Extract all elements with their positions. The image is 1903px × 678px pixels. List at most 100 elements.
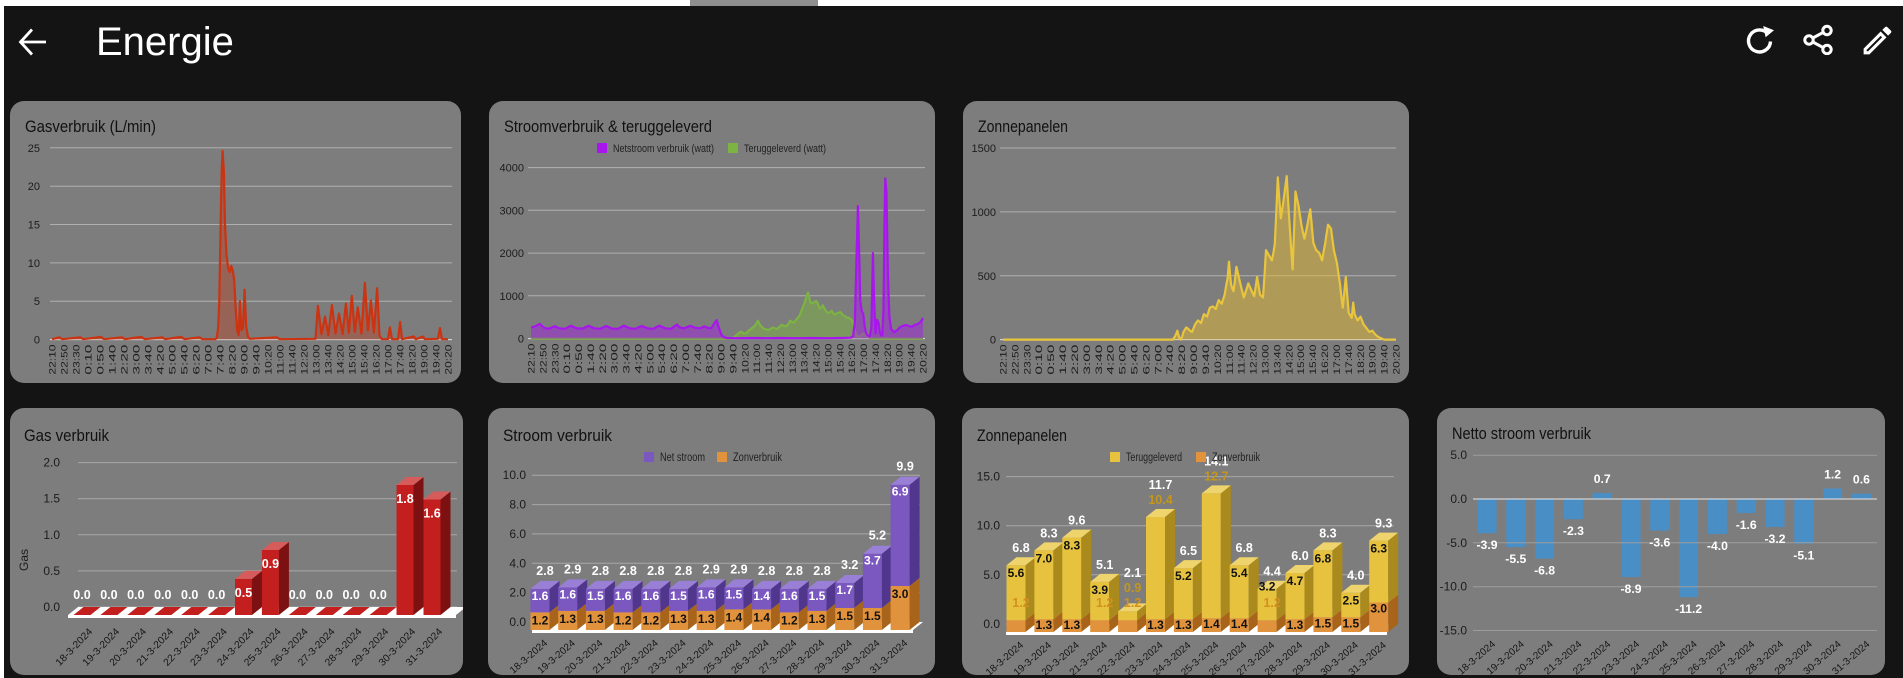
svg-text:6.0: 6.0 bbox=[509, 527, 526, 541]
svg-text:18:20: 18:20 bbox=[408, 345, 418, 375]
svg-text:7:40: 7:40 bbox=[216, 345, 226, 375]
svg-text:-5.5: -5.5 bbox=[1505, 552, 1526, 566]
svg-text:6.9: 6.9 bbox=[892, 485, 909, 499]
svg-text:1.5: 1.5 bbox=[670, 589, 687, 603]
svg-text:0.5: 0.5 bbox=[43, 564, 60, 578]
svg-text:8.0: 8.0 bbox=[509, 498, 526, 512]
svg-text:10:20: 10:20 bbox=[264, 345, 274, 375]
svg-text:22:50: 22:50 bbox=[60, 345, 70, 375]
svg-text:0:50: 0:50 bbox=[96, 345, 106, 375]
svg-text:1.2: 1.2 bbox=[1012, 596, 1029, 610]
svg-text:2.8: 2.8 bbox=[536, 564, 553, 578]
svg-text:1000: 1000 bbox=[500, 291, 524, 303]
svg-text:5:00: 5:00 bbox=[645, 344, 655, 374]
svg-text:0.0: 0.0 bbox=[100, 588, 117, 602]
svg-text:7.0: 7.0 bbox=[1036, 551, 1053, 565]
svg-text:0.0: 0.0 bbox=[369, 588, 386, 602]
svg-text:14:20: 14:20 bbox=[336, 345, 346, 375]
svg-text:4:20: 4:20 bbox=[1106, 345, 1116, 375]
svg-text:2.9: 2.9 bbox=[703, 562, 720, 576]
svg-text:-4.0: -4.0 bbox=[1707, 539, 1728, 553]
svg-text:4.0: 4.0 bbox=[509, 556, 526, 570]
svg-text:17:40: 17:40 bbox=[1344, 345, 1354, 375]
svg-text:1.5: 1.5 bbox=[1315, 616, 1332, 630]
svg-text:1.5: 1.5 bbox=[836, 609, 853, 623]
svg-text:12:20: 12:20 bbox=[300, 345, 310, 375]
svg-text:8.3: 8.3 bbox=[1319, 526, 1336, 540]
svg-text:11:00: 11:00 bbox=[1225, 345, 1235, 375]
svg-text:6.8: 6.8 bbox=[1012, 541, 1029, 555]
svg-text:4:20: 4:20 bbox=[156, 345, 166, 375]
svg-text:5.2: 5.2 bbox=[1175, 569, 1192, 583]
svg-text:15:00: 15:00 bbox=[824, 344, 834, 374]
svg-text:3000: 3000 bbox=[500, 205, 524, 217]
svg-text:-3.6: -3.6 bbox=[1649, 536, 1670, 550]
svg-text:6.5: 6.5 bbox=[1180, 544, 1197, 558]
svg-text:10:20: 10:20 bbox=[1213, 345, 1223, 375]
svg-text:7:40: 7:40 bbox=[693, 344, 703, 374]
svg-text:1.3: 1.3 bbox=[809, 612, 826, 626]
svg-text:20:20: 20:20 bbox=[1392, 345, 1402, 375]
svg-text:2.8: 2.8 bbox=[813, 564, 830, 578]
svg-text:1.3: 1.3 bbox=[1036, 618, 1053, 632]
svg-text:Gasverbruik (L/min): Gasverbruik (L/min) bbox=[25, 118, 156, 136]
svg-text:15:40: 15:40 bbox=[835, 344, 845, 374]
svg-text:1.3: 1.3 bbox=[1063, 618, 1080, 632]
svg-text:8:20: 8:20 bbox=[705, 344, 715, 374]
svg-text:10.4: 10.4 bbox=[1148, 493, 1172, 507]
svg-text:0:10: 0:10 bbox=[1034, 345, 1044, 375]
svg-text:3.0: 3.0 bbox=[1370, 602, 1387, 616]
svg-text:0.0: 0.0 bbox=[154, 588, 171, 602]
svg-text:3:40: 3:40 bbox=[1094, 345, 1104, 375]
svg-text:22:50: 22:50 bbox=[538, 344, 548, 374]
svg-text:9.3: 9.3 bbox=[1375, 517, 1392, 531]
svg-text:1.3: 1.3 bbox=[1175, 618, 1192, 632]
svg-text:2.8: 2.8 bbox=[675, 564, 692, 578]
svg-text:0.5: 0.5 bbox=[235, 586, 252, 600]
svg-text:0:50: 0:50 bbox=[1046, 345, 1056, 375]
svg-text:14:20: 14:20 bbox=[812, 344, 822, 374]
svg-text:22:50: 22:50 bbox=[1010, 345, 1020, 375]
svg-text:Stroom verbruik: Stroom verbruik bbox=[503, 427, 613, 445]
svg-text:1.2: 1.2 bbox=[781, 613, 798, 627]
svg-text:9:40: 9:40 bbox=[1201, 345, 1211, 375]
svg-text:Zonnepanelen: Zonnepanelen bbox=[977, 427, 1067, 445]
svg-text:2.8: 2.8 bbox=[592, 564, 609, 578]
svg-text:Net stroom: Net stroom bbox=[660, 452, 705, 464]
svg-text:1.6: 1.6 bbox=[423, 507, 440, 521]
svg-text:0.0: 0.0 bbox=[509, 615, 526, 629]
svg-text:Teruggeleverd (watt): Teruggeleverd (watt) bbox=[744, 143, 826, 155]
svg-text:5.4: 5.4 bbox=[1231, 566, 1248, 580]
svg-text:14.1: 14.1 bbox=[1204, 454, 1228, 468]
svg-text:1:40: 1:40 bbox=[108, 345, 118, 375]
svg-text:0:10: 0:10 bbox=[84, 345, 94, 375]
svg-text:5.1: 5.1 bbox=[1096, 558, 1113, 572]
svg-text:Stroomverbruik & teruggeleverd: Stroomverbruik & teruggeleverd bbox=[504, 118, 712, 136]
svg-text:1.6: 1.6 bbox=[559, 587, 576, 601]
svg-text:1.6: 1.6 bbox=[615, 589, 632, 603]
svg-text:2.8: 2.8 bbox=[758, 564, 775, 578]
svg-text:2.1: 2.1 bbox=[1124, 566, 1141, 580]
svg-text:9:00: 9:00 bbox=[1189, 345, 1199, 375]
svg-text:2000: 2000 bbox=[500, 248, 524, 260]
svg-text:3.2: 3.2 bbox=[841, 558, 858, 572]
svg-text:500: 500 bbox=[978, 271, 996, 283]
svg-text:0.0: 0.0 bbox=[43, 600, 60, 614]
svg-text:-8.9: -8.9 bbox=[1620, 582, 1641, 596]
svg-text:14:20: 14:20 bbox=[1284, 345, 1294, 375]
svg-text:-11.2: -11.2 bbox=[1675, 602, 1702, 616]
svg-text:2.9: 2.9 bbox=[564, 562, 581, 576]
svg-text:13:40: 13:40 bbox=[1272, 345, 1282, 375]
svg-text:10: 10 bbox=[28, 258, 40, 270]
svg-text:3.0: 3.0 bbox=[892, 587, 909, 601]
svg-text:-1.6: -1.6 bbox=[1736, 518, 1757, 532]
svg-text:4.7: 4.7 bbox=[1287, 574, 1304, 588]
svg-text:15:00: 15:00 bbox=[348, 345, 358, 375]
svg-text:1.3: 1.3 bbox=[587, 612, 604, 626]
svg-text:11.7: 11.7 bbox=[1149, 478, 1173, 492]
svg-text:3.2: 3.2 bbox=[1259, 580, 1276, 594]
svg-text:10.0: 10.0 bbox=[977, 519, 1001, 533]
svg-text:11:40: 11:40 bbox=[1237, 345, 1247, 375]
svg-text:1000: 1000 bbox=[972, 207, 996, 219]
svg-text:5.0: 5.0 bbox=[983, 568, 1000, 582]
